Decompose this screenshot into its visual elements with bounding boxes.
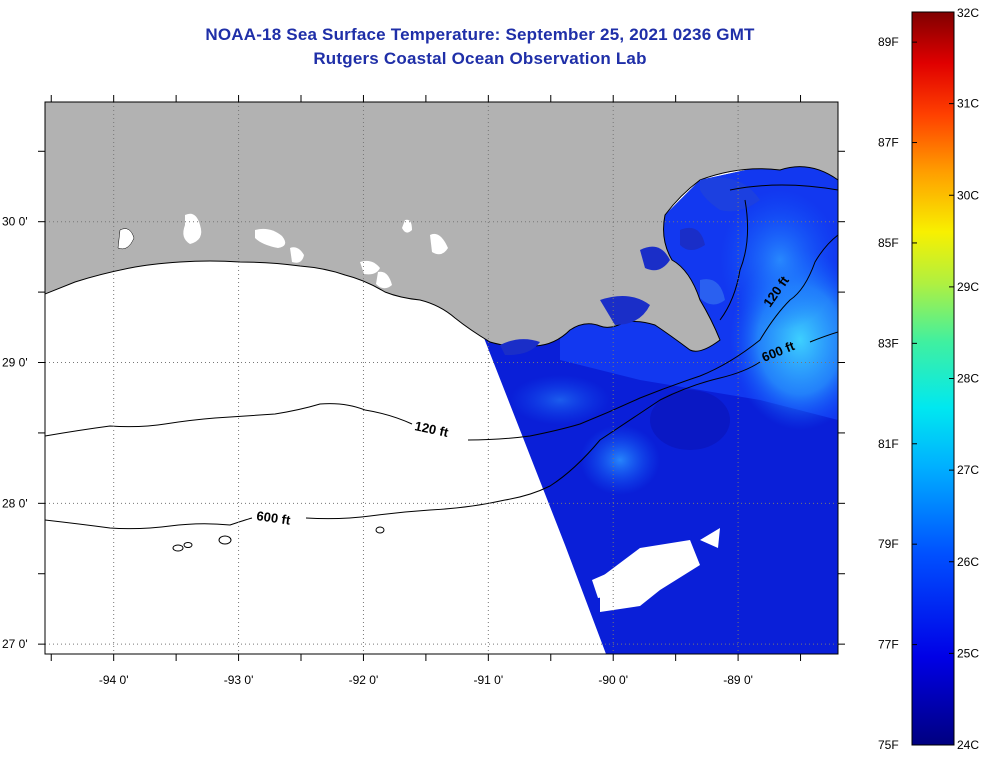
- lon-tick-label: -91 0': [474, 673, 504, 687]
- celsius-label: 25C: [957, 646, 979, 660]
- lat-tick-label: 30 0': [2, 215, 28, 229]
- lon-tick-label: -90 0': [598, 673, 628, 687]
- land-mass: [45, 102, 838, 352]
- color-bar: [911, 11, 955, 746]
- contour-label-600-west: 600 ft: [256, 508, 292, 528]
- map-frame: [44, 101, 839, 655]
- celsius-label: 24C: [957, 738, 979, 752]
- lat-tick-label: 29 0': [2, 356, 28, 370]
- graticule: [38, 95, 845, 661]
- map-subtitle: Rutgers Coastal Ocean Observation Lab: [313, 49, 647, 68]
- lat-tick-label: 27 0': [2, 637, 28, 651]
- fahrenheit-label: 75F: [878, 738, 899, 752]
- celsius-label: 30C: [957, 188, 979, 202]
- lon-tick-label: -94 0': [99, 673, 129, 687]
- fahrenheit-label: 79F: [878, 537, 899, 551]
- celsius-label: 28C: [957, 372, 979, 386]
- lat-tick-label: 28 0': [2, 496, 28, 510]
- contour-600-east: [305, 361, 761, 520]
- celsius-label: 26C: [957, 555, 979, 569]
- celsius-label: 31C: [957, 97, 979, 111]
- fahrenheit-label: 81F: [878, 437, 899, 451]
- lon-tick-label: -89 0': [723, 673, 753, 687]
- lon-tick-label: -93 0': [224, 673, 254, 687]
- lon-tick-label: -92 0': [349, 673, 379, 687]
- fahrenheit-label: 83F: [878, 336, 899, 350]
- fahrenheit-label: 77F: [878, 638, 899, 652]
- contour-label-120-west: 120 ft: [413, 418, 450, 440]
- contour-120-east: [467, 234, 838, 441]
- cloud-gap: [600, 540, 700, 612]
- contour-120-west: [45, 403, 413, 437]
- fahrenheit-label: 87F: [878, 136, 899, 150]
- celsius-label: 29C: [957, 280, 979, 294]
- color-bar-labels: 32C 31C 30C 29C 28C 27C 26C 25C 24C 89F 87F 85F 83F 8…: [878, 6, 979, 752]
- fahrenheit-label: 89F: [878, 35, 899, 49]
- fahrenheit-label: 85F: [878, 236, 899, 250]
- celsius-label: 32C: [957, 6, 979, 20]
- map-title: NOAA-18 Sea Surface Temperature: Septemb…: [205, 25, 755, 44]
- bathymetry-contours: [45, 184, 838, 552]
- contour-600-west: [45, 517, 253, 530]
- axis-labels: -94 0' -93 0' -92 0' -91 0' -90 0' -89 0' 30 0…: [2, 215, 753, 687]
- celsius-label: 27C: [957, 463, 979, 477]
